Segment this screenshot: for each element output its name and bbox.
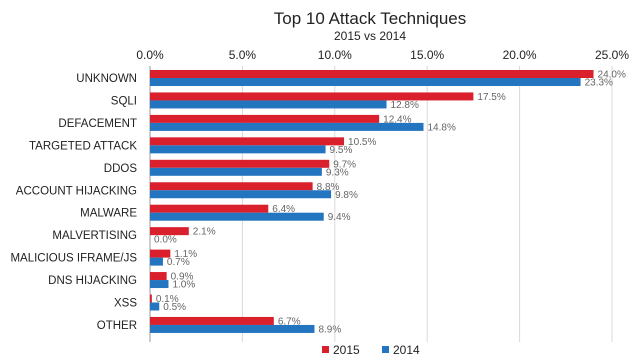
data-label: 12.8% bbox=[391, 100, 419, 111]
legend-label: 2015 bbox=[333, 343, 360, 357]
category-label: ACCOUNT HIJACKING bbox=[16, 185, 137, 197]
category-label: SQLI bbox=[111, 95, 137, 107]
data-label: 0.0% bbox=[154, 235, 177, 246]
x-tick-label: 0.0% bbox=[136, 48, 164, 62]
data-label: 8.9% bbox=[318, 324, 341, 335]
x-tick-label: 20.0% bbox=[503, 48, 537, 62]
bar-2014 bbox=[150, 212, 324, 221]
bar-2014 bbox=[150, 100, 387, 109]
category-label: MALVERTISING bbox=[52, 230, 137, 242]
bar-2015 bbox=[150, 137, 345, 146]
data-label: 9.5% bbox=[330, 145, 353, 156]
chart-title: Top 10 Attack Techniques bbox=[274, 9, 467, 28]
legend-swatch-2014 bbox=[382, 346, 389, 353]
data-label: 6.7% bbox=[278, 316, 301, 327]
x-tick-label: 15.0% bbox=[410, 48, 444, 62]
category-label: DDOS bbox=[104, 163, 138, 175]
bar-2015 bbox=[150, 272, 167, 281]
bar-2014 bbox=[150, 78, 581, 86]
data-label: 1.0% bbox=[172, 280, 195, 291]
data-label: 24.0% bbox=[598, 70, 626, 81]
bar-2015 bbox=[150, 114, 380, 123]
data-label: 0.1% bbox=[156, 294, 179, 305]
data-label: 1.1% bbox=[174, 249, 197, 260]
data-label: 23.3% bbox=[585, 78, 613, 89]
data-label: 2.1% bbox=[193, 227, 216, 238]
data-labels: 24.0%23.3% 17.5% 12.8% 12.4% 14.8% 10.5%9.5% 9… bbox=[154, 70, 626, 336]
bar-2014 bbox=[150, 167, 322, 176]
bar-2014 bbox=[150, 145, 326, 154]
bar-2015 bbox=[150, 204, 269, 213]
bar-2015 bbox=[150, 70, 594, 78]
data-label: 17.5% bbox=[477, 92, 505, 103]
x-tick-label: 25.0% bbox=[595, 48, 629, 62]
bar-2015 bbox=[150, 92, 474, 101]
legend-swatch-2015 bbox=[322, 346, 329, 353]
x-tick-label: 5.0% bbox=[229, 48, 257, 62]
data-label: 0.5% bbox=[163, 302, 186, 313]
data-label: 8.8% bbox=[317, 182, 340, 193]
bar-2015 bbox=[150, 159, 330, 168]
bars bbox=[150, 70, 594, 333]
bar-2015 bbox=[150, 316, 274, 325]
data-label: 0.7% bbox=[167, 257, 190, 268]
bar-2014 bbox=[150, 190, 332, 199]
data-label: 6.4% bbox=[272, 204, 295, 215]
category-label: TARGETED ATTACK bbox=[29, 140, 137, 152]
bar-2014 bbox=[150, 324, 315, 333]
bar-2015 bbox=[150, 227, 189, 236]
legend-label: 2014 bbox=[393, 343, 420, 357]
data-label: 14.8% bbox=[428, 122, 456, 133]
category-label: XSS bbox=[114, 298, 137, 310]
data-label: 12.4% bbox=[383, 114, 411, 125]
bar-2014 bbox=[150, 280, 169, 289]
data-label: 9.8% bbox=[335, 190, 358, 201]
category-label: OTHER bbox=[97, 320, 137, 332]
category-labels: UNKNOWN SQLI DEFACEMENT TARGETED ATTACK DDOS… bbox=[10, 73, 137, 332]
bar-2014 bbox=[150, 302, 160, 311]
bar-2014 bbox=[150, 257, 163, 266]
category-label: DEFACEMENT bbox=[58, 118, 137, 130]
data-label: 9.4% bbox=[328, 212, 351, 223]
data-label: 0.9% bbox=[171, 272, 194, 283]
data-label: 9.7% bbox=[333, 159, 356, 170]
x-tick-label: 10.0% bbox=[318, 48, 352, 62]
category-label: MALWARE bbox=[80, 208, 137, 220]
x-axis-ticks: 0.0% 5.0% 10.0% 15.0% 20.0% 25.0% bbox=[136, 48, 629, 62]
bar-2015 bbox=[150, 182, 313, 191]
category-label: UNKNOWN bbox=[76, 73, 137, 85]
category-label: DNS HIJACKING bbox=[48, 275, 137, 287]
legend: 2015 2014 bbox=[322, 343, 420, 357]
bar-2015 bbox=[150, 294, 152, 303]
chart-subtitle: 2015 vs 2014 bbox=[334, 29, 406, 43]
data-label: 9.3% bbox=[326, 167, 349, 178]
category-label: MALICIOUS IFRAME/JS bbox=[10, 253, 137, 265]
data-label: 10.5% bbox=[348, 137, 376, 148]
bar-2015 bbox=[150, 249, 171, 258]
bar-2014 bbox=[150, 122, 424, 131]
